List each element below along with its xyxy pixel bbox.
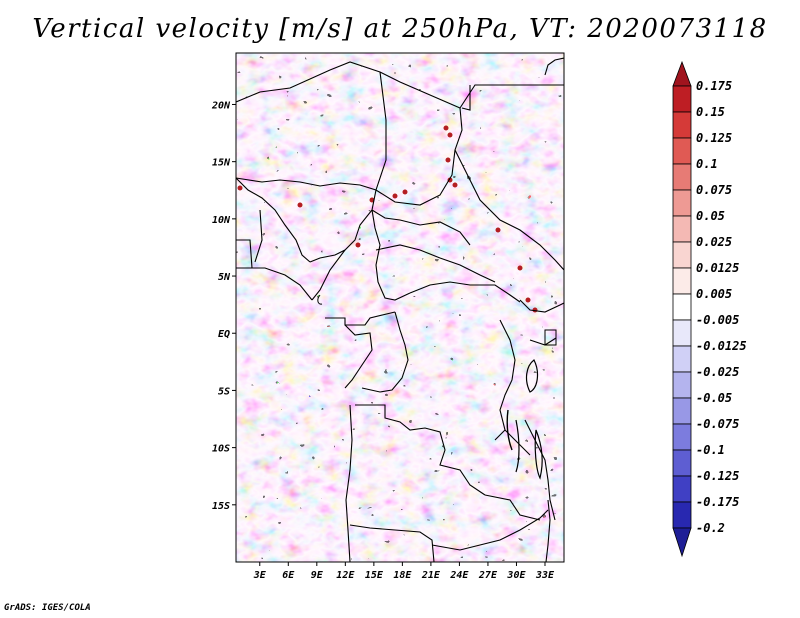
colorbar (672, 60, 692, 558)
grads-credit: GrADS: IGES/COLA (4, 603, 91, 613)
map-figure: 20N 15N 10N 5N EQ 5S 10S 15S 3E 6E 9E 12E 15E 18E 21E… (211, 52, 747, 581)
lon-label: 18E (393, 570, 412, 581)
lat-label: EQ (218, 329, 230, 340)
colorbar-label: -0.2 (696, 521, 725, 535)
lat-label: 15S (212, 501, 230, 512)
colorbar-label: 0.0125 (696, 261, 739, 275)
colorbar-swatch (672, 397, 692, 425)
lon-label: 33E (535, 570, 555, 581)
lon-label: 21E (421, 570, 441, 581)
lat-label: 20N (211, 100, 231, 111)
longitude-axis: 3E 6E 9E 12E 15E 18E 21E 24E 27E 30E 33E (253, 562, 555, 581)
colorbar-swatch (672, 319, 692, 347)
colorbar-swatch (672, 475, 692, 503)
colorbar-label: -0.125 (696, 469, 739, 483)
colorbar-swatch (672, 423, 692, 451)
colorbar-label: 0.1 (696, 157, 718, 171)
updraft-spot (355, 242, 361, 248)
colorbar-swatch (672, 111, 692, 139)
updraft-spot (525, 297, 531, 303)
colorbar-label: 0.125 (696, 131, 732, 145)
lon-label: 6E (282, 570, 295, 581)
colorbar-swatch (672, 501, 692, 529)
colorbar-label: 0.15 (696, 105, 725, 119)
updraft-spot (237, 185, 243, 191)
colorbar-swatch (672, 293, 692, 321)
colorbar-label: 0.05 (696, 209, 725, 223)
updraft-spot (443, 125, 449, 131)
colorbar-swatch (672, 345, 692, 373)
colorbar-labels: 0.175 0.15 0.125 0.1 0.075 0.05 0.025 0.0125 0.0… (696, 79, 747, 535)
colorbar-swatch (672, 215, 692, 243)
lat-label: 5S (218, 386, 230, 397)
latitude-axis: 20N 15N 10N 5N EQ 5S 10S 15S (211, 100, 236, 512)
country-borders (236, 57, 564, 562)
updraft-spot (392, 193, 398, 199)
field-speckle (236, 53, 564, 562)
lat-label: 15N (212, 158, 231, 169)
colorbar-label: -0.075 (696, 417, 739, 431)
colorbar-label: -0.05 (696, 391, 732, 405)
updraft-spot (445, 157, 451, 163)
map-title: Vertical velocity [m/s] at 250hPa, VT: 2… (32, 14, 768, 44)
lon-label: 12E (336, 570, 355, 581)
colorbar-label: -0.175 (696, 495, 739, 509)
lon-label: 30E (506, 570, 526, 581)
colorbar-label: 0.075 (696, 183, 732, 197)
colorbar-label: 0.175 (696, 79, 732, 93)
colorbar-label: 0.005 (696, 287, 732, 301)
colorbar-bottom-arrow (672, 527, 692, 558)
colorbar-label: -0.025 (696, 365, 739, 379)
updraft-spot (297, 202, 303, 208)
colorbar-swatch (672, 449, 692, 477)
lat-label: 10S (212, 444, 230, 455)
lon-label: 9E (311, 570, 324, 581)
map-frame (235, 52, 565, 563)
colorbar-label: -0.005 (696, 313, 739, 327)
updraft-spot (495, 227, 501, 233)
colorbar-swatch (672, 137, 692, 165)
colorbar-label: -0.1 (696, 443, 725, 457)
updraft-spot (517, 265, 523, 271)
updraft-spot (452, 182, 458, 188)
colorbar-top-arrow (672, 60, 692, 87)
colorbar-swatch (672, 189, 692, 217)
colorbar-label: -0.0125 (696, 339, 747, 353)
colorbar-label: 0.025 (696, 235, 732, 249)
colorbar-swatch (672, 163, 692, 191)
map-area (236, 53, 564, 562)
lon-label: 15E (365, 570, 384, 581)
updraft-spot (402, 189, 408, 195)
colorbar-swatch (672, 371, 692, 399)
colorbar-swatch (672, 267, 692, 295)
lon-label: 3E (253, 570, 267, 581)
lon-label: 27E (478, 570, 498, 581)
colorbar-swatch (672, 241, 692, 269)
lon-label: 24E (449, 570, 469, 581)
updraft-spot (447, 132, 453, 138)
lat-label: 10N (212, 215, 231, 226)
colorbar-swatch (672, 85, 692, 113)
lat-label: 5N (218, 272, 231, 283)
